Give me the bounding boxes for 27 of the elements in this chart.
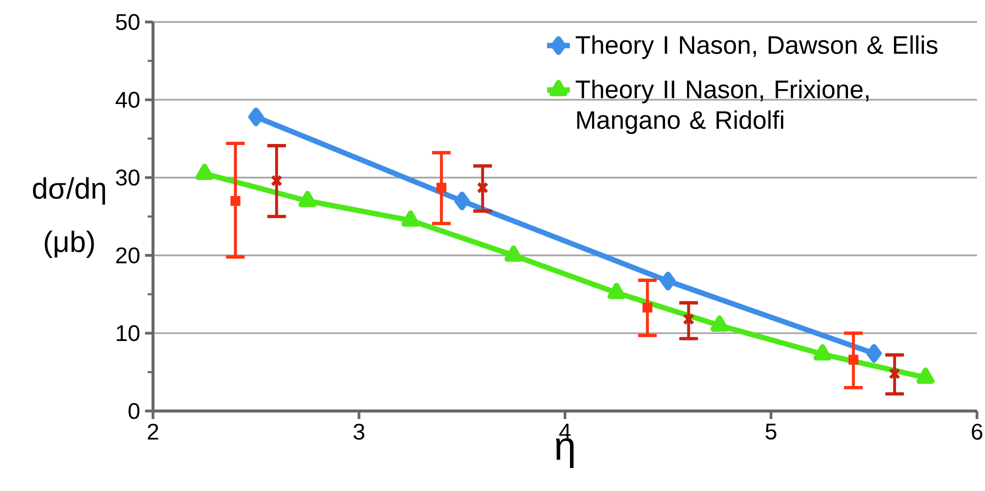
x-tick-label: 4 <box>559 424 571 440</box>
point <box>660 272 676 290</box>
legend-label: Theory II Nason, Frixione, Mangano & Ridolfi <box>576 80 868 134</box>
point <box>866 344 882 363</box>
x-tick-label: 5 <box>766 424 776 440</box>
x-axis-title: η <box>556 438 574 468</box>
point <box>642 302 652 312</box>
point <box>888 368 901 380</box>
legend-label: Theory I Nason, Dawson & Ellis <box>576 35 938 59</box>
point <box>682 313 695 326</box>
point <box>230 196 240 206</box>
point <box>270 174 283 187</box>
y-tick-label: 20 <box>116 247 140 264</box>
y-tick-label: 50 <box>116 14 140 30</box>
point <box>476 182 489 194</box>
y-tick-label: 10 <box>116 325 140 342</box>
x-tick-label: 6 <box>972 424 982 440</box>
x-tick-label: 3 <box>354 424 364 440</box>
point <box>454 192 470 210</box>
point <box>248 108 264 126</box>
point <box>848 354 858 365</box>
y-tick-label: 40 <box>116 92 140 108</box>
y-axis-title: dσ/dη (μb) <box>32 177 106 258</box>
y-tick-label: 0 <box>128 402 140 420</box>
x-tick-label: 2 <box>148 424 158 440</box>
y-tick-label: 30 <box>116 170 140 186</box>
point <box>436 182 446 193</box>
